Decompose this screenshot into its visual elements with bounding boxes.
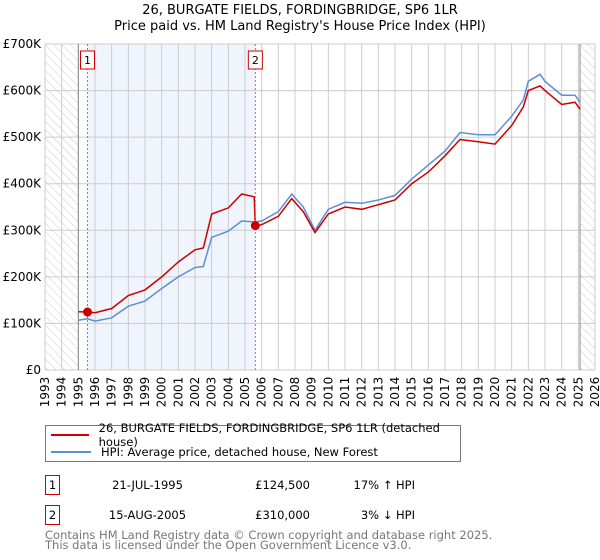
x-tick-label: 2022 [521,377,535,408]
sale-label: 1 [84,54,91,67]
legend-swatch-red [51,434,89,436]
x-tick-label: 2025 [571,377,585,408]
x-tick-label: 2001 [171,377,185,408]
x-tick-label: 1998 [121,377,135,408]
transaction-date: 21-JUL-1995 [112,478,183,492]
x-tick-label: 2020 [488,377,502,408]
x-tick-label: 2002 [188,377,202,408]
transaction-marker: 2 [45,505,60,525]
legend-swatch-blue [51,451,91,453]
y-tick-label: £100K [3,316,43,330]
no-data-hatch-right [580,44,595,370]
sale-label-box [80,50,95,70]
sale-point [83,307,92,317]
x-tick-label: 1995 [71,377,85,408]
chart-title: 26, BURGATE FIELDS, FORDINGBRIDGE, SP6 1… [142,3,458,18]
x-tick-label: 2008 [288,377,302,408]
x-tick-label: 2019 [471,377,485,408]
hpi-series-line [78,73,581,322]
x-tick-label: 2012 [355,377,369,408]
y-tick-label: £200K [3,270,43,284]
y-tick-label: £300K [3,223,43,237]
x-tick-label: 1999 [138,377,152,408]
x-tick-label: 2007 [271,377,285,408]
x-tick-label: 1996 [88,377,102,408]
x-tick-label: 2026 [588,377,600,408]
sale-label-box [247,50,263,70]
x-tick-label: 2021 [505,377,519,408]
legend-item-property: 26, BURGATE FIELDS, FORDINGBRIDGE, SP6 1… [51,421,460,449]
transaction-price: £310,000 [255,508,310,522]
x-tick-label: 2023 [538,377,552,408]
x-tick-label: 2011 [338,377,352,408]
x-tick-label: 2024 [555,377,569,408]
footer-line-1: Contains HM Land Registry data © Crown c… [45,528,493,542]
footer: Contains HM Land Registry data © Crown c… [45,528,493,552]
transaction-marker: 1 [45,475,60,495]
chart-legend: 26, BURGATE FIELDS, FORDINGBRIDGE, SP6 1… [45,421,461,462]
x-tick-label: 2009 [305,377,319,408]
x-tick-label: 1994 [55,377,69,408]
x-tick-label: 2003 [205,377,219,408]
x-tick-label: 2018 [455,377,469,408]
sale-label: 2 [252,54,259,67]
x-tick-label: 2014 [388,377,402,408]
x-tick-label: 2016 [421,377,435,408]
x-tick-label: 1993 [38,377,52,408]
transaction-price: £124,500 [255,478,310,492]
y-tick-label: £400K [3,177,43,191]
x-tick-label: 2010 [321,377,335,408]
y-tick-label: £600K [3,84,43,98]
x-tick-label: 2005 [238,377,252,408]
x-tick-label: 2006 [255,377,269,408]
transaction-hpi: 17% ↑ HPI [353,478,415,492]
transaction-row: 2 15-AUG-2005 £310,000 3% ↓ HPI [45,505,465,525]
transaction-row: 1 21-JUL-1995 £124,500 17% ↑ HPI [45,475,465,495]
x-tick-label: 2013 [371,377,385,408]
chart-subtitle: Price paid vs. HM Land Registry's House … [114,19,486,34]
x-tick-label: 2017 [438,377,452,408]
y-tick-label: £500K [3,130,43,144]
property-series-line [78,85,581,314]
sale-point [250,221,260,231]
transaction-date: 15-AUG-2005 [108,508,187,522]
footer-line-2: This data is licensed under the Open Gov… [45,538,412,552]
legend-label: 26, BURGATE FIELDS, FORDINGBRIDGE, SP6 1… [98,421,440,449]
x-tick-label: 2004 [221,377,235,408]
y-tick-label: £700K [3,37,43,51]
y-tick-label: £0 [26,363,41,377]
transaction-hpi: 3% ↓ HPI [360,508,415,522]
x-tick-label: 2000 [155,377,169,408]
legend-item-hpi: HPI: Average price, detached house, New … [51,444,378,460]
x-tick-label: 1997 [105,377,119,408]
legend-label: HPI: Average price, detached house, New … [101,445,378,459]
x-tick-label: 2015 [405,377,419,408]
